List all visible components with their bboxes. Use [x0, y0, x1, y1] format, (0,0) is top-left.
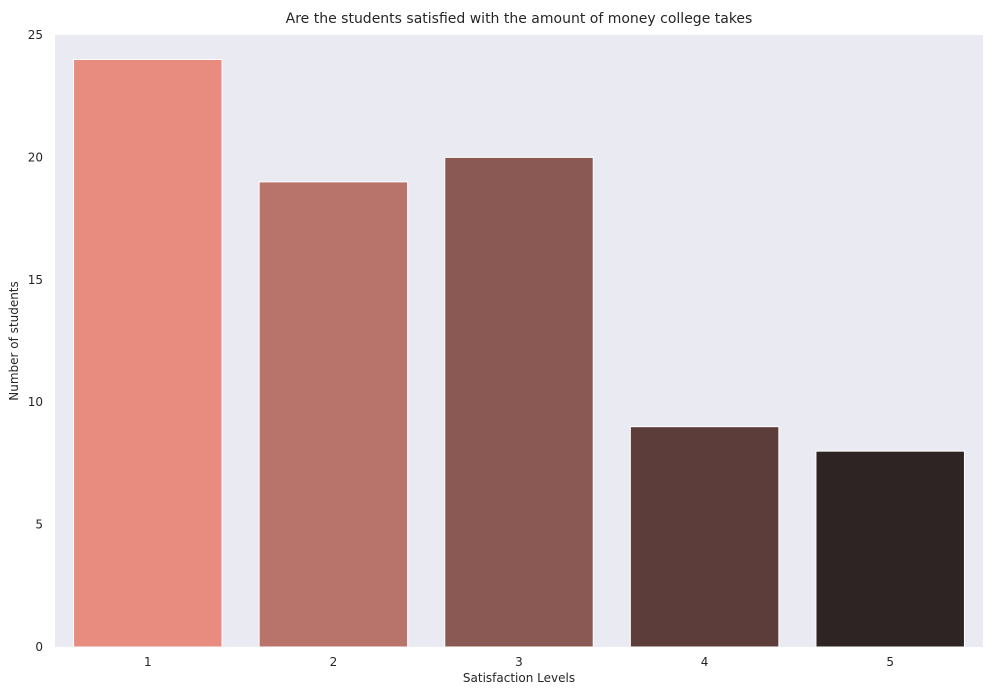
- x-tick-label: 3: [515, 655, 523, 669]
- bars-group: [73, 58, 965, 648]
- bar-2: [258, 181, 409, 648]
- y-tick-label: 5: [35, 518, 43, 532]
- bar-3: [444, 156, 594, 648]
- bar-1: [73, 58, 223, 648]
- bar-5: [815, 450, 965, 648]
- y-tick-label: 25: [28, 28, 43, 42]
- y-tick-labels: 0 5 10 15 20 25: [28, 28, 43, 654]
- y-axis-label: Number of students: [7, 281, 21, 401]
- x-tick-labels: 1 2 3 4 5: [144, 655, 894, 669]
- y-tick-label: 15: [28, 273, 43, 287]
- y-tick-label: 20: [28, 150, 43, 164]
- y-tick-label: 0: [35, 640, 43, 654]
- bar-4: [629, 426, 780, 648]
- x-axis-label: Satisfaction Levels: [463, 671, 575, 685]
- y-tick-label: 10: [28, 395, 43, 409]
- x-tick-label: 4: [701, 655, 709, 669]
- x-tick-label: 5: [886, 655, 894, 669]
- x-tick-label: 2: [330, 655, 338, 669]
- x-tick-label: 1: [144, 655, 152, 669]
- chart-title: Are the students satisfied with the amou…: [286, 11, 753, 27]
